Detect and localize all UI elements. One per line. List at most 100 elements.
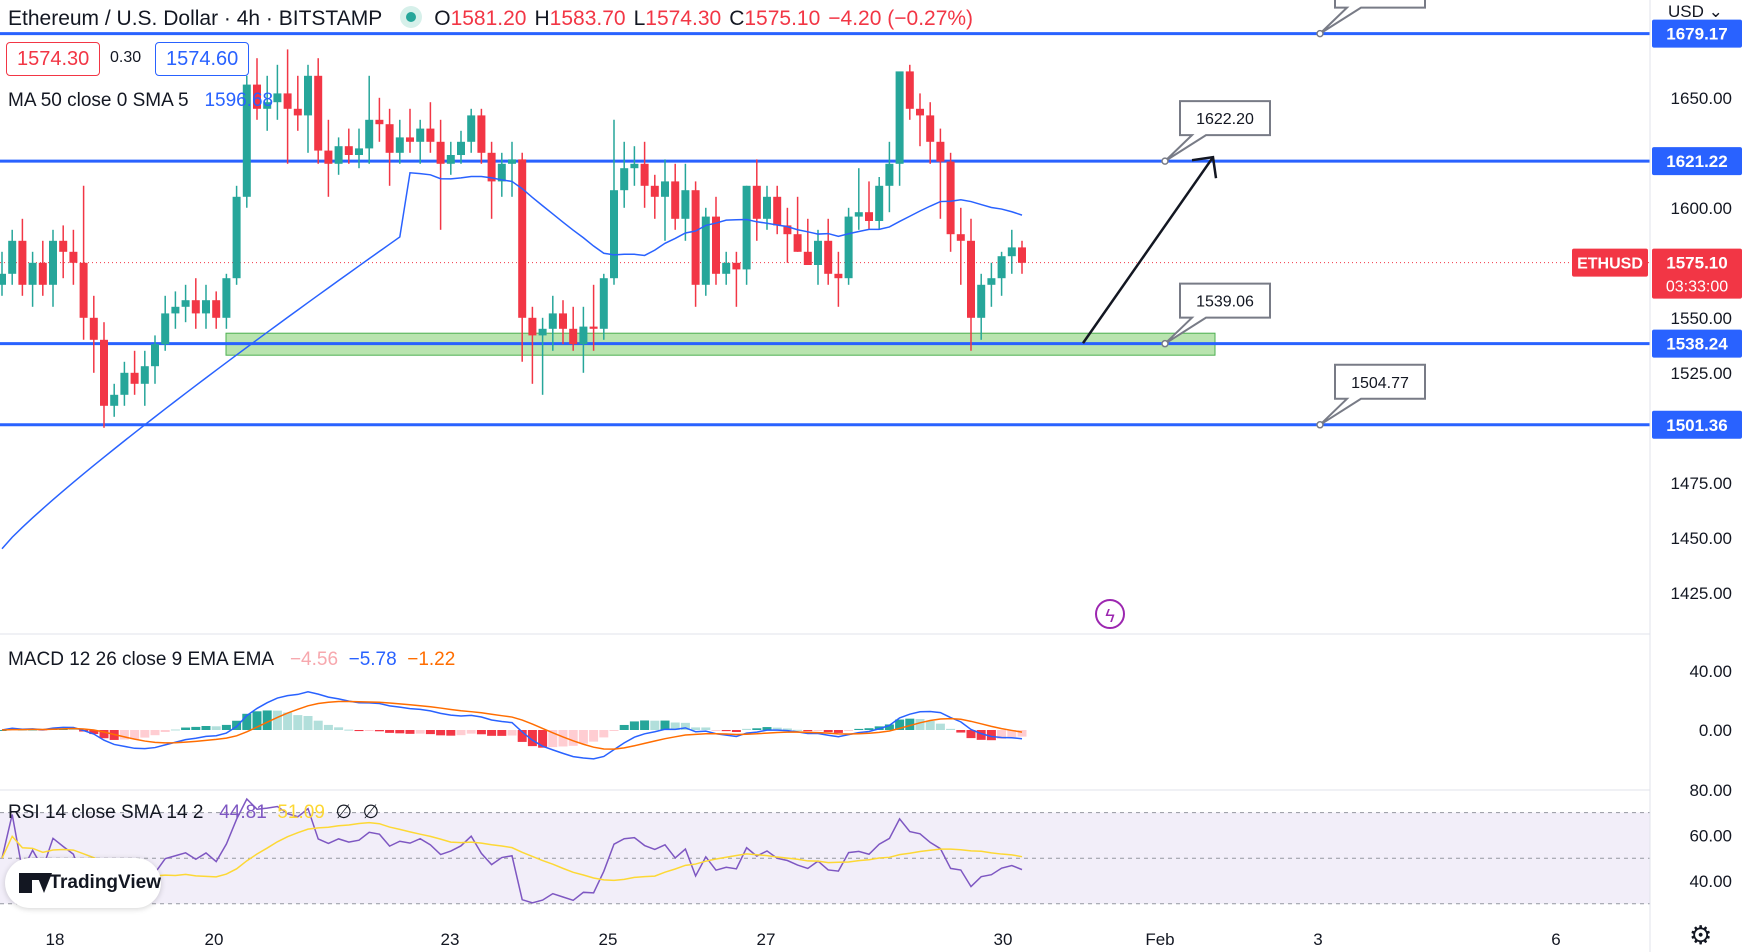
rsi-sma-line[interactable] (1, 821, 1023, 882)
candle-body[interactable] (742, 185, 751, 270)
candle-body[interactable] (344, 146, 353, 155)
candle-body[interactable] (752, 185, 761, 219)
candle-body[interactable] (477, 115, 486, 153)
candle-body[interactable] (528, 317, 537, 336)
candle-body[interactable] (406, 137, 414, 142)
candle-body[interactable] (518, 159, 527, 318)
candle-body[interactable] (722, 262, 731, 274)
price-callout-box[interactable] (1164, 100, 1271, 162)
price-callout-box[interactable] (1319, 363, 1426, 426)
price-callout-box[interactable] (1319, 0, 1426, 35)
candle-body[interactable] (49, 240, 57, 285)
candle-body[interactable] (385, 124, 394, 153)
candle-body[interactable] (661, 181, 669, 197)
candle-body[interactable] (242, 84, 251, 197)
candle-body[interactable] (610, 190, 618, 279)
candle-body[interactable] (793, 234, 802, 252)
candle-body[interactable] (620, 168, 629, 191)
candle-body[interactable] (712, 216, 720, 274)
candle-body[interactable] (732, 262, 741, 270)
candle-body[interactable] (630, 163, 639, 169)
candle-body[interactable] (916, 108, 924, 116)
candle-body[interactable] (304, 75, 312, 116)
candle-body[interactable] (936, 141, 945, 162)
candle-body[interactable] (365, 119, 374, 149)
candle-body[interactable] (701, 216, 710, 285)
candle-body[interactable] (997, 256, 1006, 279)
candle-body[interactable] (314, 75, 323, 151)
candle-body[interactable] (956, 234, 965, 241)
candle-body[interactable] (650, 185, 659, 197)
candle-body[interactable] (59, 240, 68, 252)
candle-body[interactable] (875, 185, 884, 221)
candle-body[interactable] (844, 216, 853, 279)
candle-body[interactable] (416, 128, 425, 142)
ma50-line[interactable] (1, 171, 1023, 550)
candle-body[interactable] (426, 128, 435, 142)
candle-body[interactable] (814, 240, 822, 265)
candle-body[interactable] (640, 163, 649, 186)
candle-body[interactable] (671, 181, 680, 219)
candle-body[interactable] (457, 141, 465, 155)
candle-body[interactable] (681, 190, 690, 219)
candle-body[interactable] (967, 240, 975, 318)
candle-body[interactable] (8, 240, 17, 274)
ma-legend[interactable]: MA 50 close 0 SMA 5 1596.68 (8, 90, 273, 112)
candle-body[interactable] (436, 141, 445, 164)
candle-body[interactable] (181, 300, 190, 307)
candle-body[interactable] (487, 152, 496, 182)
candle-body[interactable] (100, 339, 108, 406)
candle-body[interactable] (212, 300, 221, 318)
candle-body[interactable] (579, 326, 588, 345)
candle-body[interactable] (803, 251, 812, 265)
candle-body[interactable] (548, 313, 557, 329)
tradingview-logo[interactable]: TradingView (5, 858, 161, 908)
candle-body[interactable] (926, 115, 935, 142)
rsi-legend[interactable]: RSI 14 close SMA 14 2 44.81 51.09 ∅ ∅ (8, 801, 379, 824)
candle-body[interactable] (334, 146, 343, 164)
symbol-title[interactable]: Ethereum / U.S. Dollar · 4h · BITSTAMP (8, 7, 383, 30)
candle-body[interactable] (324, 150, 333, 164)
candle-body[interactable] (508, 159, 516, 164)
candle-body[interactable] (110, 394, 119, 406)
candle-body[interactable] (467, 115, 476, 142)
candle-body[interactable] (79, 262, 88, 318)
gear-icon[interactable]: ⚙ (1689, 920, 1713, 950)
candle-body[interactable] (885, 163, 894, 186)
candle-body[interactable] (834, 273, 843, 279)
candle-body[interactable] (987, 278, 996, 285)
candle-body[interactable] (202, 300, 210, 314)
candle-body[interactable] (161, 313, 170, 345)
candle-body[interactable] (18, 240, 27, 285)
candle-body[interactable] (222, 278, 231, 318)
candle-body[interactable] (0, 273, 6, 285)
candle-body[interactable] (589, 326, 598, 329)
candle-body[interactable] (191, 300, 200, 314)
candle-body[interactable] (559, 313, 567, 329)
candle-body[interactable] (273, 93, 282, 103)
candle-body[interactable] (355, 148, 363, 155)
currency-selector[interactable]: USD ⌄ (1668, 2, 1723, 21)
buy-button[interactable]: 1574.60 (155, 42, 250, 76)
candle-body[interactable] (538, 328, 547, 336)
candle-body[interactable] (253, 84, 261, 109)
sell-button[interactable]: 1574.30 (6, 42, 101, 76)
macd-pane[interactable] (0, 691, 1027, 760)
candle-body[interactable] (283, 93, 292, 109)
candle-body[interactable] (691, 190, 700, 285)
candle-body[interactable] (130, 372, 139, 384)
candle-body[interactable] (824, 240, 833, 274)
candle-body[interactable] (1007, 247, 1016, 257)
price-pane[interactable]: 1680.14 1622.20 1539.06 1504.77 (0, 0, 1650, 550)
candle-body[interactable] (1018, 247, 1026, 263)
candle-body[interactable] (395, 137, 404, 153)
candle-body[interactable] (171, 306, 180, 314)
candle-body[interactable] (773, 196, 782, 226)
candle-body[interactable] (375, 119, 384, 125)
price-callout-box[interactable] (1164, 282, 1271, 345)
candle-body[interactable] (599, 278, 608, 329)
lightning-icon[interactable]: ϟ (1095, 599, 1125, 629)
candle-body[interactable] (293, 108, 302, 116)
macd-legend[interactable]: MACD 12 26 close 9 EMA EMA −4.56 −5.78 −… (8, 649, 455, 671)
